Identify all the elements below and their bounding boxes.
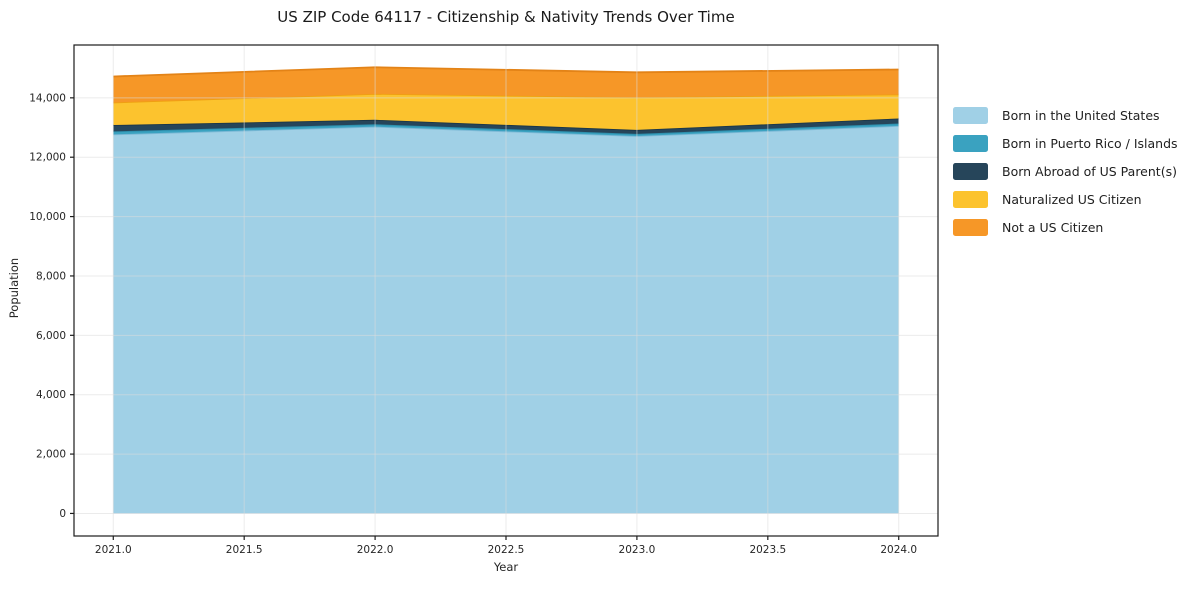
legend-swatch-icon	[953, 107, 988, 124]
x-tick-label: 2021.0	[95, 544, 132, 556]
x-tick-label: 2022.0	[357, 544, 394, 556]
legend-item-not-a-us-citizen: Not a US Citizen	[953, 219, 1178, 236]
legend: Born in the United States Born in Puerto …	[953, 107, 1178, 247]
chart-title: US ZIP Code 64117 - Citizenship & Nativi…	[277, 8, 735, 26]
legend-swatch-icon	[953, 135, 988, 152]
y-tick-label: 0	[59, 508, 66, 520]
legend-label: Born in Puerto Rico / Islands	[1002, 136, 1178, 151]
legend-item-born-in-the-united-states: Born in the United States	[953, 107, 1178, 124]
y-tick-label: 8,000	[36, 270, 66, 282]
y-tick-label: 10,000	[29, 211, 66, 223]
y-tick-label: 12,000	[29, 152, 66, 164]
legend-item-born-in-puerto-rico-islands: Born in Puerto Rico / Islands	[953, 135, 1178, 152]
legend-label: Not a US Citizen	[1002, 220, 1104, 235]
legend-item-born-abroad-of-us-parent-s: Born Abroad of US Parent(s)	[953, 163, 1178, 180]
x-tick-label: 2024.0	[880, 544, 917, 556]
legend-swatch-icon	[953, 191, 988, 208]
y-axis-label: Population	[7, 257, 21, 319]
y-tick-label: 4,000	[36, 389, 66, 401]
y-tick-label: 2,000	[36, 449, 66, 461]
x-tick-label: 2022.5	[488, 544, 525, 556]
x-tick-label: 2023.5	[749, 544, 786, 556]
legend-label: Naturalized US Citizen	[1002, 192, 1142, 207]
legend-label: Born Abroad of US Parent(s)	[1002, 164, 1177, 179]
y-tick-label: 14,000	[29, 92, 66, 104]
x-tick-label: 2021.5	[226, 544, 263, 556]
legend-swatch-icon	[953, 219, 988, 236]
legend-label: Born in the United States	[1002, 108, 1160, 123]
legend-item-naturalized-us-citizen: Naturalized US Citizen	[953, 191, 1178, 208]
y-tick-label: 6,000	[36, 330, 66, 342]
x-axis-label: Year	[493, 560, 519, 574]
legend-swatch-icon	[953, 163, 988, 180]
x-tick-label: 2023.0	[619, 544, 656, 556]
